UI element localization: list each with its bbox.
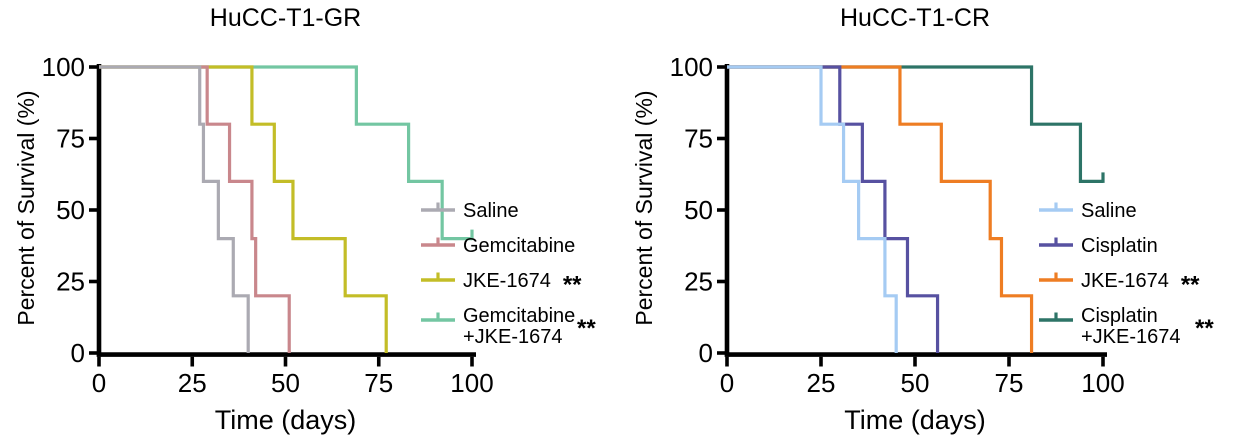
y-tick-label: 100 bbox=[42, 52, 85, 82]
chart-title-cr: HuCC-T1-CR bbox=[840, 4, 990, 32]
curve-jke-1674 bbox=[727, 65, 1034, 353]
significance-stars: ** bbox=[1195, 315, 1214, 342]
y-tick-label: 75 bbox=[56, 124, 85, 154]
x-tick-label: 100 bbox=[1081, 368, 1124, 398]
y-tick-label: 50 bbox=[684, 195, 713, 225]
legend-label-jke-1674: JKE-1674 ** bbox=[1081, 270, 1200, 299]
significance-stars: ** bbox=[577, 315, 596, 342]
curve-saline bbox=[99, 65, 250, 353]
x-tick-label: 25 bbox=[178, 368, 207, 398]
x-tick-label: 0 bbox=[720, 368, 734, 398]
x-tick-label: 0 bbox=[92, 368, 106, 398]
x-tick-label: 75 bbox=[364, 368, 393, 398]
legend-label-gemcitabine: Gemcitabine bbox=[463, 235, 575, 257]
y-tick-label: 0 bbox=[71, 338, 85, 368]
survival-chart-cr: 0 25 50 75 100 0 25 50 75 100 Saline Cisplatin JKE-1… bbox=[618, 0, 1236, 440]
curve-gemcitabine bbox=[99, 65, 472, 241]
x-axis-label-gr: Time (days) bbox=[214, 405, 357, 435]
y-tick-label: 75 bbox=[684, 124, 713, 154]
y-tick-label: 100 bbox=[670, 52, 713, 82]
legend-label-saline: Saline bbox=[1081, 200, 1137, 222]
legend-label-saline: Saline bbox=[463, 200, 519, 222]
curve-gemcitabine bbox=[99, 65, 291, 353]
significance-stars: ** bbox=[1181, 272, 1200, 299]
x-tick-label: 75 bbox=[995, 368, 1024, 398]
significance-stars: ** bbox=[563, 272, 582, 299]
x-tick-label: 50 bbox=[271, 368, 300, 398]
x-tick-label: 25 bbox=[807, 368, 836, 398]
legend-label-cisplatin: Cisplatin bbox=[1081, 235, 1158, 257]
survival-plot-gr: 0 25 50 75 100 0 25 50 75 100 Saline Gemcitabine JKE… bbox=[42, 52, 597, 398]
survival-plot-cr: 0 25 50 75 100 0 25 50 75 100 Saline Cisplatin JKE-1… bbox=[670, 52, 1215, 398]
y-tick-label: 25 bbox=[684, 267, 713, 297]
x-tick-label: 50 bbox=[901, 368, 930, 398]
chart-title-gr: HuCC-T1-GR bbox=[209, 4, 362, 32]
curve-saline bbox=[727, 65, 898, 353]
y-axis-label-cr: Percent of Survival (%) bbox=[631, 90, 657, 326]
x-tick-label: 100 bbox=[450, 368, 493, 398]
y-tick-label: 25 bbox=[56, 267, 85, 297]
curve-cisplatin bbox=[727, 65, 940, 353]
curve-cisplatin bbox=[727, 65, 1103, 183]
y-axis-label-gr: Percent of Survival (%) bbox=[13, 90, 39, 326]
curve-jke-1674 bbox=[99, 65, 388, 353]
legend-label-cisplatin: Cisplatin +JKE-1674 bbox=[1081, 305, 1181, 348]
y-tick-label: 50 bbox=[56, 195, 85, 225]
legend-label-jke-1674: JKE-1674 ** bbox=[463, 270, 582, 299]
legend-label-gemcitabine: Gemcitabine +JKE-1674 bbox=[463, 305, 575, 348]
survival-chart-gr: 0 25 50 75 100 0 25 50 75 100 Saline Gemcitabine JKE… bbox=[13, 4, 597, 436]
y-tick-label: 0 bbox=[699, 338, 713, 368]
x-axis-label-cr: Time (days) bbox=[844, 405, 986, 435]
